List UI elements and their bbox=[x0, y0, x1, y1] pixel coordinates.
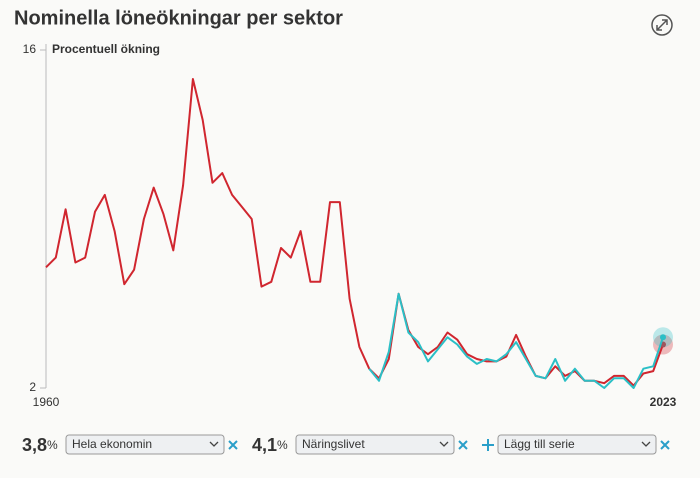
select-chevron[interactable] bbox=[209, 441, 219, 447]
y-axis-title: Procentuell ökning bbox=[52, 42, 160, 56]
current-value-number: 3,8 bbox=[22, 435, 47, 455]
y-tick-label: 2 bbox=[29, 380, 36, 394]
select-box[interactable] bbox=[65, 434, 225, 455]
select-box[interactable] bbox=[295, 434, 455, 455]
remove-button[interactable] bbox=[458, 440, 468, 450]
expand-button[interactable] bbox=[651, 14, 673, 36]
chart-title: Nominella löneökningar per sektor bbox=[14, 7, 343, 29]
remove-button[interactable] bbox=[660, 440, 670, 450]
remove-button[interactable] bbox=[228, 440, 238, 450]
series-select[interactable]: Näringslivet bbox=[295, 434, 455, 455]
y-tick-label: 16 bbox=[23, 42, 37, 56]
series-select[interactable]: Hela ekonomin bbox=[65, 434, 225, 455]
current-value-unit: % bbox=[277, 438, 288, 452]
current-value: 4,1% bbox=[252, 435, 288, 455]
select-box[interactable] bbox=[497, 434, 657, 455]
select-chevron[interactable] bbox=[439, 441, 449, 447]
end-point bbox=[660, 334, 666, 341]
x-tick-label: 1960 bbox=[33, 395, 60, 409]
select-label[interactable]: Lägg till serie bbox=[504, 437, 575, 451]
select-label[interactable]: Hela ekonomin bbox=[72, 437, 152, 451]
current-value-number: 4,1 bbox=[252, 435, 277, 455]
select-chevron[interactable] bbox=[641, 441, 651, 447]
series-line bbox=[368, 292, 664, 389]
current-value: 3,8% bbox=[22, 435, 58, 455]
current-value-unit: % bbox=[47, 438, 58, 452]
add-icon[interactable] bbox=[482, 439, 494, 451]
select-label[interactable]: Näringslivet bbox=[302, 437, 365, 451]
x-tick-label: 2023 bbox=[650, 395, 677, 409]
series-select[interactable]: Lägg till serie bbox=[497, 434, 657, 455]
